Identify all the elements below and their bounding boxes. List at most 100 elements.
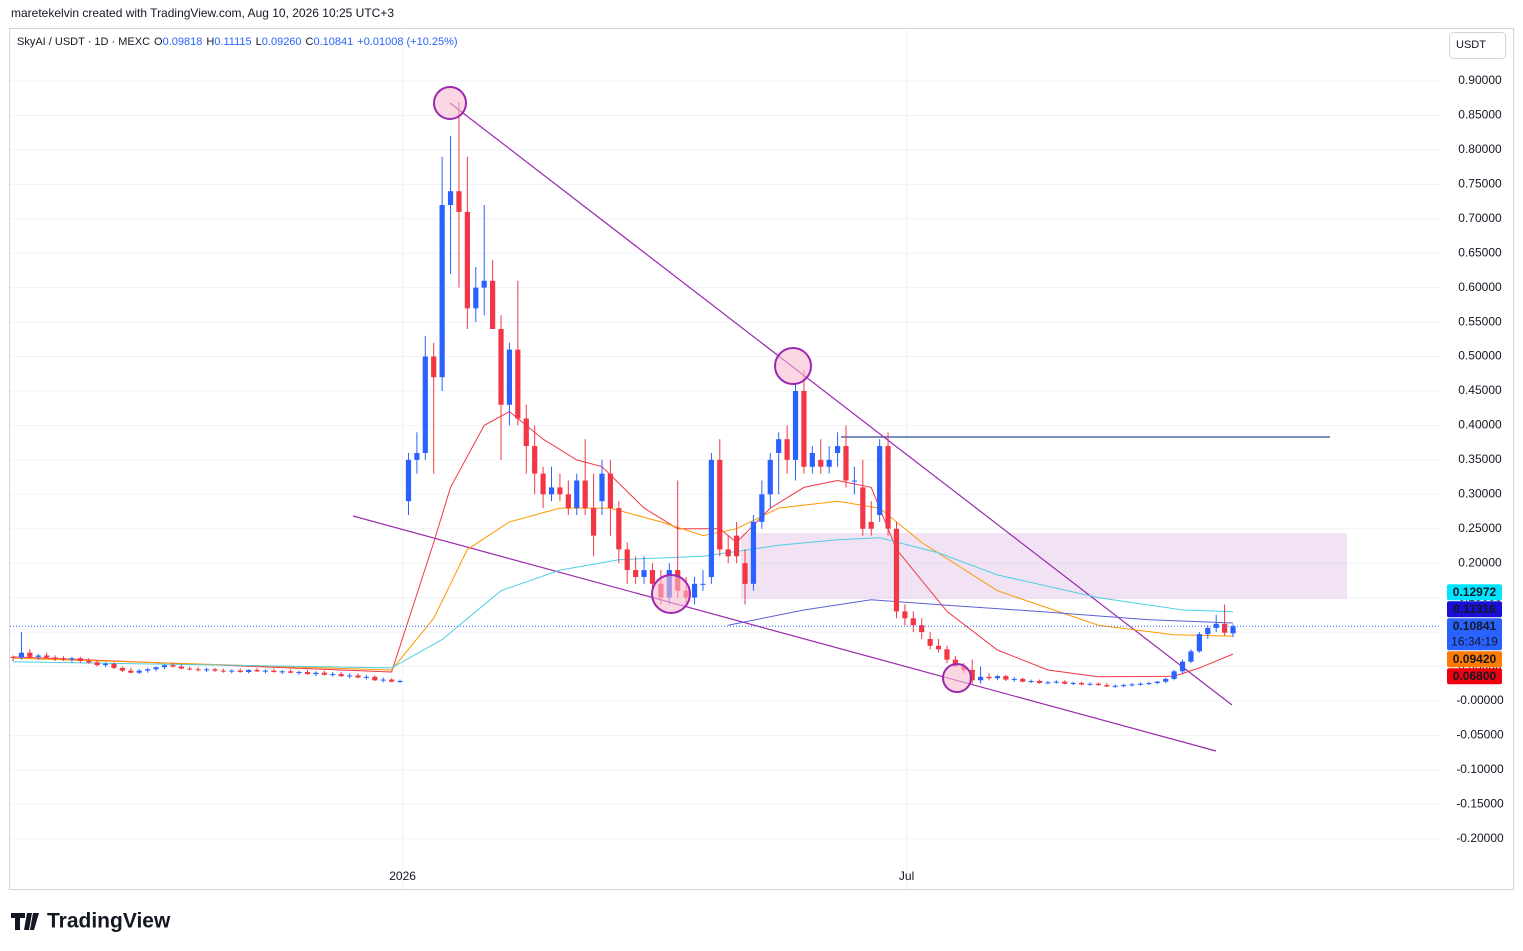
y-tick-label: 0.50000 [1458,349,1502,363]
candle-body [515,349,521,419]
grid [10,29,1440,889]
y-tick-label: 0.40000 [1458,418,1502,432]
candle-body [1121,685,1127,687]
moving-average [728,599,1234,626]
candle-body [1104,685,1110,687]
candle-body [161,665,168,668]
candle-body [1036,680,1043,684]
zone-rectangle [741,533,1347,599]
candle-body [1137,683,1144,685]
price-label: 0.12972 [1453,585,1497,599]
candle-body [187,668,193,670]
candle-body [776,439,782,453]
candle-body [994,676,1001,679]
candle-body [338,674,344,677]
candle-body [506,349,513,405]
candle-body [523,418,529,447]
price-label-box [1447,618,1502,651]
candle-body [102,663,109,666]
highlight-circle [433,86,467,120]
candle-body [346,675,353,677]
candle-body [456,191,462,212]
candle-body [414,452,420,460]
candles [10,101,1236,688]
candle-body [784,439,790,460]
candle-body [616,508,622,550]
candle-body [641,570,647,577]
candle-body [691,583,698,598]
candle-body [986,676,992,679]
candle-body [397,680,403,682]
candle-body [69,658,75,660]
candle-body [902,611,908,619]
price-label-box [1447,601,1502,618]
candle-body [220,670,226,672]
price-label: 0.11316 [1453,602,1496,616]
candle-body [969,669,975,681]
chart-frame [9,28,1514,890]
credit: maretekelvin created with TradingView.co… [11,6,394,20]
candle-body [422,356,428,453]
candle-body [1003,676,1009,680]
currency-button[interactable] [1449,32,1506,59]
candle-body [1222,623,1228,633]
candle-body [481,280,487,288]
legend-key: H [206,36,214,48]
candle-body [195,669,201,671]
price-label: 0.09420 [1453,652,1497,666]
candle-body [851,480,858,482]
candle-body [868,521,874,529]
candle-body [557,487,563,495]
trend-line [449,102,1233,706]
candle-body [1078,683,1085,685]
y-tick-label: 0.25000 [1458,521,1502,535]
price-label: 0.10841 [1453,619,1497,633]
candle-body [1028,680,1034,682]
logo-text: TradingView [47,910,171,933]
candle-body [1171,671,1177,679]
candle-body [843,446,849,481]
candle-body [809,452,815,467]
candle-body [262,670,269,672]
candle-body [145,669,151,671]
candle-body [590,508,597,536]
candle-body [447,191,454,205]
y-tick-label: -0.15000 [1456,796,1504,810]
candle-body [910,618,916,626]
x-tick-label: Jul [899,869,914,883]
candle-body [363,676,370,678]
candle-body [1196,634,1202,652]
candle-body [1053,681,1059,683]
candle-body [1112,685,1118,687]
candle-body [128,670,134,673]
candle-body [1163,678,1169,682]
y-tick-label: 0.80000 [1458,142,1502,156]
price-axis: 0.90000 0.85000 0.80000 0.75000 0.70000 0.650… [389,73,1504,883]
currency-label[interactable]: USDT [1456,39,1486,51]
candle-body [742,563,748,584]
candle-body [1230,626,1236,634]
candle-body [94,662,100,666]
y-tick-label: 0.20000 [1458,555,1502,569]
candle-body [288,671,294,673]
y-tick-label: 0.70000 [1458,211,1502,225]
candle-body [86,660,92,663]
candle-body [431,356,437,378]
candle-body [389,679,395,682]
candle-body [498,328,504,405]
y-tick-label: 0.45000 [1458,383,1502,397]
x-tick-label: 2026 [389,869,416,883]
candle-body [35,655,41,657]
y-tick-label: 0.75000 [1458,177,1502,191]
candle-body [540,473,546,495]
candle-body [1154,681,1160,684]
candle-body [582,480,588,509]
candle-body [372,676,378,681]
y-tick-label: 0.90000 [1458,73,1502,87]
candle-body [1020,678,1026,682]
candle-body [279,671,285,673]
candle-body [1205,627,1211,635]
candle-body [246,669,252,673]
candle-body [1188,651,1194,662]
candle-body [548,487,555,495]
